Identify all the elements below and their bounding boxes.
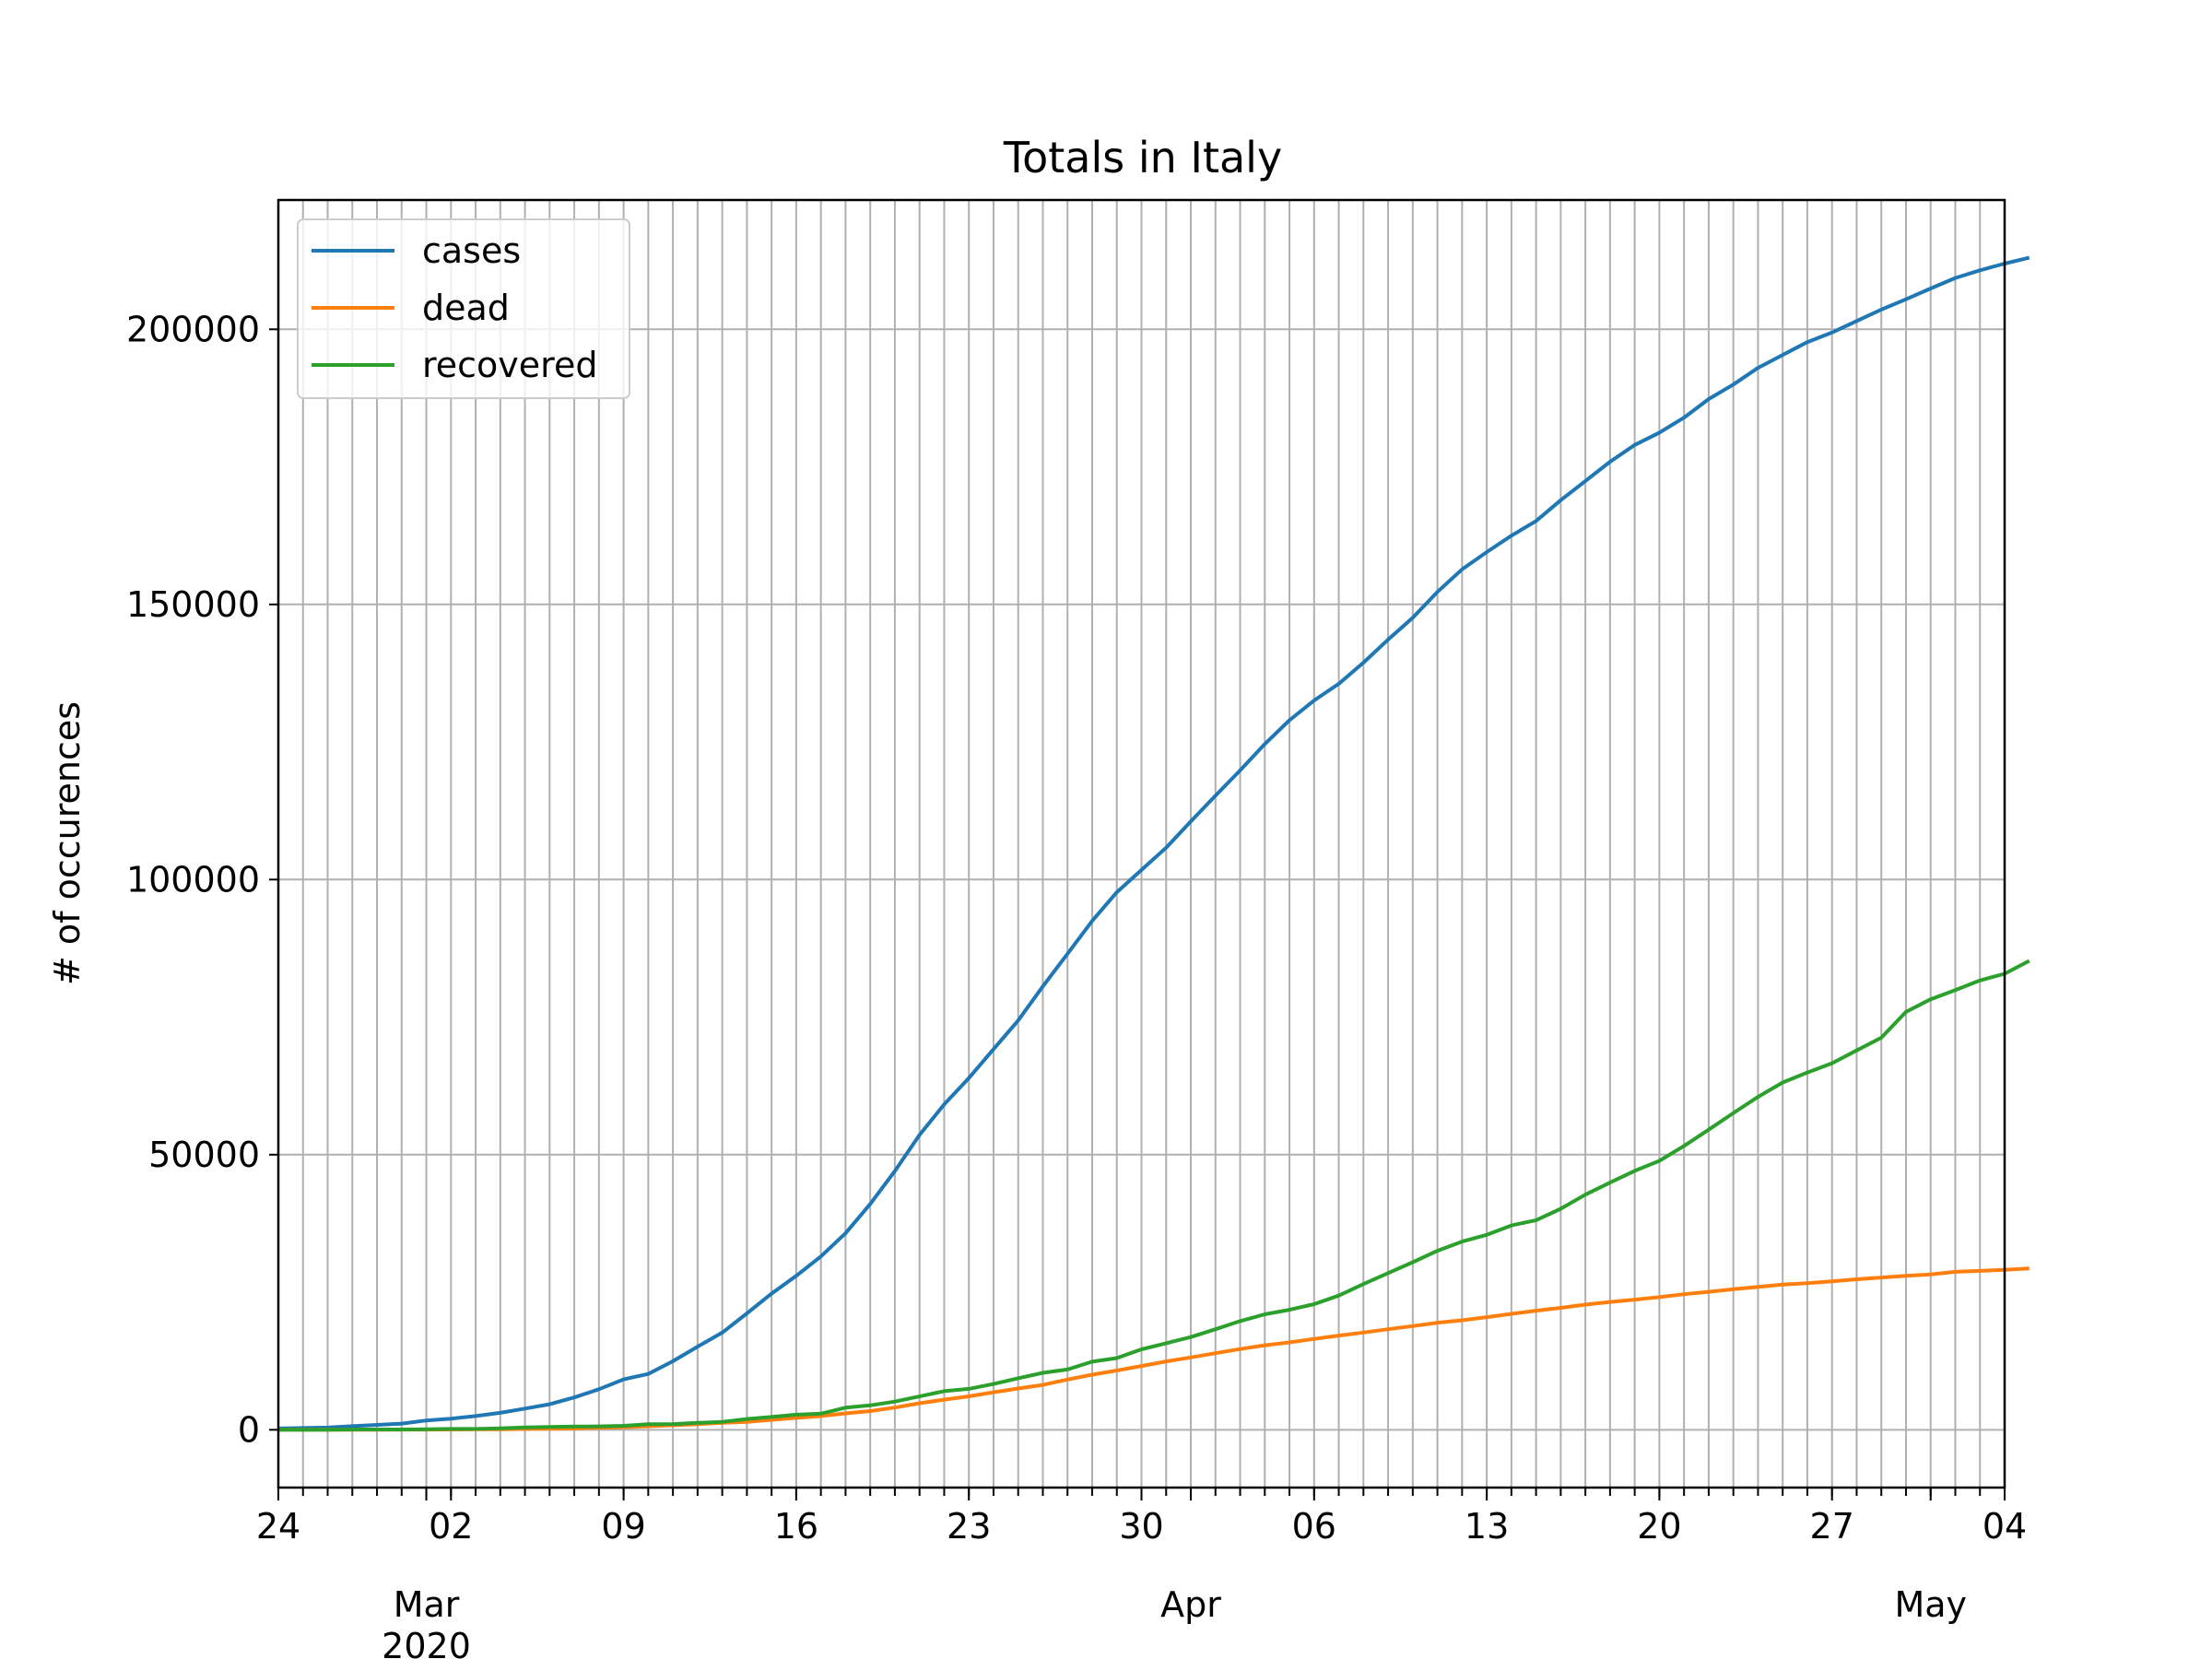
x-tick-label: 09 xyxy=(601,1506,645,1547)
x-tick-label: 13 xyxy=(1465,1506,1509,1547)
legend: cases dead recovered xyxy=(297,218,630,399)
x-tick-label: 24 xyxy=(256,1506,300,1547)
legend-label-cases: cases xyxy=(422,230,521,271)
x-tick-label: 23 xyxy=(947,1506,991,1547)
x-month-label: Apr xyxy=(1160,1584,1221,1625)
x-month-label: May xyxy=(1894,1584,1967,1625)
series-line-recovered xyxy=(278,959,2030,1432)
x-tick-label: 04 xyxy=(1983,1506,2027,1547)
x-year-label: 2020 xyxy=(382,1626,471,1659)
x-tick-label: 20 xyxy=(1637,1506,1681,1547)
grid-lines xyxy=(277,200,2006,1488)
x-tick-label: 02 xyxy=(429,1506,473,1547)
y-tick-label: 0 xyxy=(238,1409,260,1450)
series-line-dead xyxy=(278,1266,2030,1432)
x-tick-label: 27 xyxy=(1810,1506,1854,1547)
legend-box xyxy=(297,218,630,399)
x-month-label: Mar xyxy=(394,1584,460,1625)
series-lines xyxy=(277,255,2030,1432)
y-axis-title: # of occurences xyxy=(47,701,88,985)
chart-title: Totals in Italy xyxy=(1003,133,1282,182)
x-tick-label: 30 xyxy=(1119,1506,1163,1547)
x-tick-label: 16 xyxy=(774,1506,818,1547)
legend-label-recovered: recovered xyxy=(422,345,597,385)
y-tick-label: 200000 xyxy=(126,309,260,349)
series-line-cases xyxy=(277,255,2030,1430)
y-tick-label: 50000 xyxy=(148,1135,260,1175)
y-axis: 0 50000 100000 150000 200000 xyxy=(126,309,278,1450)
y-tick-label: 150000 xyxy=(126,584,260,625)
x-tick-label: 06 xyxy=(1292,1506,1336,1547)
y-tick-label: 100000 xyxy=(126,859,260,900)
legend-label-dead: dead xyxy=(422,288,510,328)
